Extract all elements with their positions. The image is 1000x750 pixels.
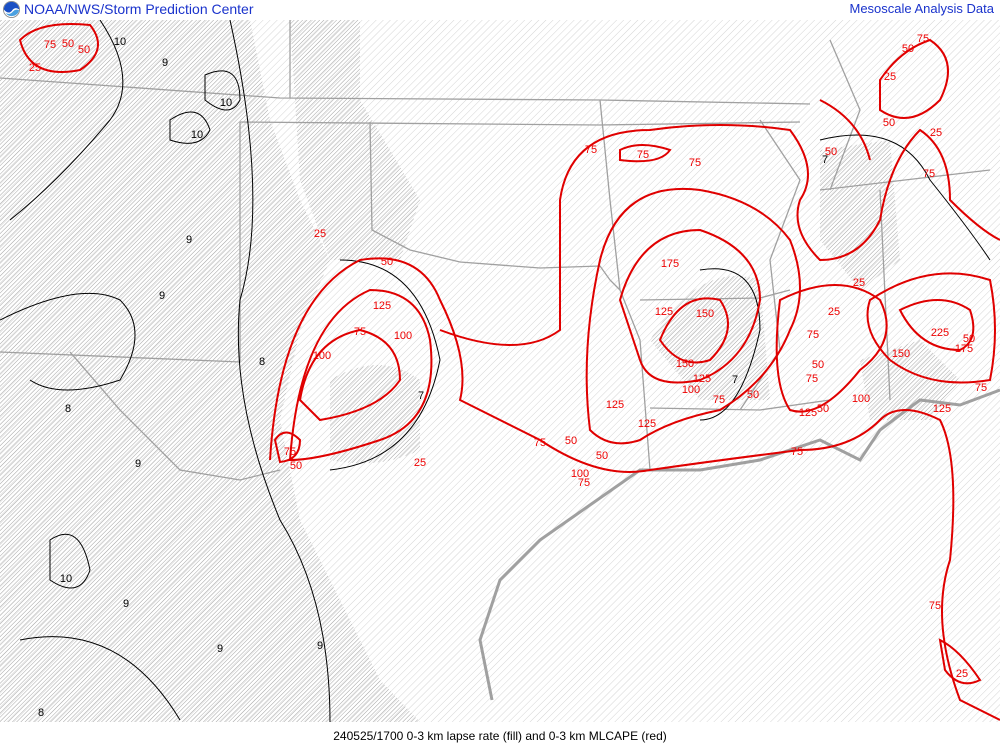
cape-contour-label: 50 <box>290 460 302 472</box>
cape-contour-label: 50 <box>596 450 608 462</box>
cape-contour-label: 25 <box>414 457 426 469</box>
cape-contour-label: 50 <box>62 38 74 50</box>
cape-contour-label: 150 <box>892 348 910 360</box>
lapse-contour-label: 9 <box>317 640 323 652</box>
cape-contour-label: 75 <box>44 39 56 51</box>
cape-contour-label: 75 <box>354 326 366 338</box>
lapse-contour-label: 9 <box>159 290 165 302</box>
coastline <box>478 388 1000 701</box>
cape-contour-label: 50 <box>747 389 759 401</box>
cape-contour-label: 125 <box>693 373 711 385</box>
cape-contour-label: 75 <box>975 382 987 394</box>
cape-contour-label: 125 <box>933 403 951 415</box>
cape-contour-label: 125 <box>373 300 391 312</box>
cape-contour-label: 75 <box>923 168 935 180</box>
lapse-contour-label: 9 <box>186 234 192 246</box>
cape-contours <box>18 23 1000 721</box>
cape-contour-label: 50 <box>812 359 824 371</box>
cape-contour-label: 125 <box>655 306 673 318</box>
cape-contour-label: 125 <box>638 418 656 430</box>
lapse-contours <box>0 20 991 722</box>
lapse-contour-label: 8 <box>38 707 44 719</box>
cape-contour-label: 75 <box>791 446 803 458</box>
cape-contour-label: 175 <box>661 258 679 270</box>
cape-contour-label: 50 <box>817 403 829 415</box>
cape-contour-label: 100 <box>571 468 589 480</box>
cape-contour-label: 50 <box>381 256 393 268</box>
map-caption: 240525/1700 0-3 km lapse rate (fill) and… <box>0 722 1000 750</box>
cape-contour-label: 50 <box>883 117 895 129</box>
cape-contour-label: 75 <box>917 33 929 45</box>
cape-contour-label: 25 <box>853 277 865 289</box>
app-title: NOAA/NWS/Storm Prediction Center <box>24 1 254 17</box>
cape-contour-label: 125 <box>799 407 817 419</box>
cape-contour-label: 75 <box>637 149 649 161</box>
cape-contour-label: 25 <box>29 62 41 74</box>
lapse-contour-label: 10 <box>60 573 72 585</box>
cape-contour-label: 150 <box>696 308 714 320</box>
lapse-contour-label: 7 <box>732 374 738 386</box>
cape-contour-label: 75 <box>284 446 296 458</box>
cape-contour-label: 100 <box>682 384 700 396</box>
cape-contour-label: 25 <box>314 228 326 240</box>
lapse-contour-label: 8 <box>259 356 265 368</box>
cape-contour-label: 100 <box>394 330 412 342</box>
cape-contour-label: 50 <box>825 146 837 158</box>
cape-contour-label: 75 <box>578 477 590 489</box>
cape-contour-label: 175 <box>955 343 973 355</box>
cape-contour-label: 150 <box>676 358 694 370</box>
lapse-contour-label: 9 <box>162 57 168 69</box>
lapse-contour-label: 7 <box>822 154 828 166</box>
lapse-contour-label: 10 <box>220 97 232 109</box>
cape-contour-label: 25 <box>828 306 840 318</box>
lapse-contour-label: 10 <box>191 129 203 141</box>
cape-contour-label: 75 <box>929 600 941 612</box>
cape-contour-label: 100 <box>313 350 331 362</box>
cape-contour-label: 50 <box>565 435 577 447</box>
cape-contour-label: 75 <box>713 394 725 406</box>
lapse-contour-label: 7 <box>418 390 424 402</box>
cape-contour-label: 25 <box>884 71 896 83</box>
lapse-fill-steep <box>0 20 960 722</box>
lapse-contour-label: 10 <box>114 36 126 48</box>
cape-contour-label: 75 <box>807 329 819 341</box>
cape-contour-label: 75 <box>689 157 701 169</box>
cape-contour-label: 75 <box>585 144 597 156</box>
noaa-logo-icon <box>3 1 20 18</box>
cape-contour-label: 125 <box>606 399 624 411</box>
product-title: Mesoscale Analysis Data <box>849 1 994 16</box>
cape-contour-label: 225 <box>931 327 949 339</box>
cape-contour-label: 25 <box>930 127 942 139</box>
cape-contour-label: 50 <box>78 44 90 56</box>
borders <box>0 20 991 481</box>
header: NOAA/NWS/Storm Prediction Center Mesosca… <box>0 0 1000 20</box>
cape-contour-label: 75 <box>806 373 818 385</box>
cape-contour-label: 50 <box>902 43 914 55</box>
cape-contour-label: 75 <box>534 437 546 449</box>
lapse-labels: 10 9 10 10 9 9 8 8 9 10 9 9 9 8 7 7 7 <box>38 36 828 719</box>
lapse-contour-label: 8 <box>65 403 71 415</box>
lapse-contour-label: 9 <box>123 598 129 610</box>
cape-contour-label: 25 <box>956 668 968 680</box>
cape-contour-label: 100 <box>852 393 870 405</box>
lapse-contour-label: 9 <box>217 643 223 655</box>
lapse-contour-label: 9 <box>135 458 141 470</box>
cape-contour-label: 50 <box>963 333 975 345</box>
